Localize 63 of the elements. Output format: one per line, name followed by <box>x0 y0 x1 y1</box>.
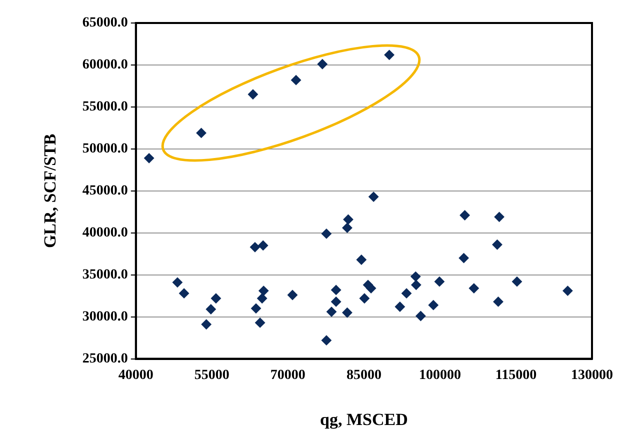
point <box>402 288 412 298</box>
y-tick-label: 25000.0 <box>82 351 128 366</box>
point <box>394 302 405 312</box>
point <box>206 304 216 314</box>
point <box>384 50 394 60</box>
point <box>468 283 479 294</box>
point <box>210 293 221 304</box>
y-tick-label: 45000.0 <box>82 184 128 199</box>
point <box>359 293 370 304</box>
x-tick-label: 40000 <box>118 368 154 383</box>
point <box>317 59 328 70</box>
point <box>493 296 504 307</box>
point <box>258 286 269 296</box>
point <box>201 319 212 330</box>
point <box>434 276 444 287</box>
point <box>321 335 332 346</box>
point <box>196 128 206 138</box>
x-axis-title: qg, MSCED <box>320 410 408 430</box>
x-tick-label: 100000 <box>418 368 461 383</box>
point <box>416 310 426 321</box>
x-tick-label: 70000 <box>270 368 306 383</box>
point <box>258 240 268 250</box>
y-axis-title: GLR, SCF/STB <box>40 134 60 248</box>
point <box>172 277 182 288</box>
y-tick-label: 60000.0 <box>82 58 128 73</box>
point <box>144 153 154 164</box>
point <box>458 253 469 264</box>
point <box>492 240 502 250</box>
point <box>368 192 379 202</box>
point <box>257 293 268 304</box>
point <box>562 286 573 296</box>
point <box>291 75 302 86</box>
y-tick-label: 55000.0 <box>82 100 128 115</box>
point <box>411 280 422 290</box>
point <box>287 290 298 300</box>
point <box>494 212 504 222</box>
x-tick-label: 115000 <box>495 368 537 383</box>
point <box>331 284 342 295</box>
point <box>251 303 262 314</box>
y-tick-label: 50000.0 <box>82 142 128 157</box>
point <box>248 89 258 100</box>
point <box>250 242 260 252</box>
point <box>331 296 342 307</box>
point <box>460 210 470 220</box>
point <box>366 283 376 294</box>
point <box>179 288 190 298</box>
point <box>428 300 438 310</box>
x-tick-label: 130000 <box>571 368 613 383</box>
point <box>321 228 332 239</box>
y-tick-label: 30000.0 <box>82 309 128 324</box>
point <box>356 254 366 265</box>
point <box>342 222 352 233</box>
point <box>326 306 337 317</box>
point <box>255 318 266 328</box>
y-tick-label: 65000.0 <box>82 16 128 31</box>
point <box>343 214 354 224</box>
point <box>512 276 522 287</box>
x-tick-label: 85000 <box>346 368 382 383</box>
y-tick-label: 40000.0 <box>82 225 128 240</box>
y-tick-label: 35000.0 <box>82 267 128 282</box>
point <box>342 308 352 318</box>
point <box>410 272 421 282</box>
x-tick-label: 55000 <box>194 368 230 383</box>
